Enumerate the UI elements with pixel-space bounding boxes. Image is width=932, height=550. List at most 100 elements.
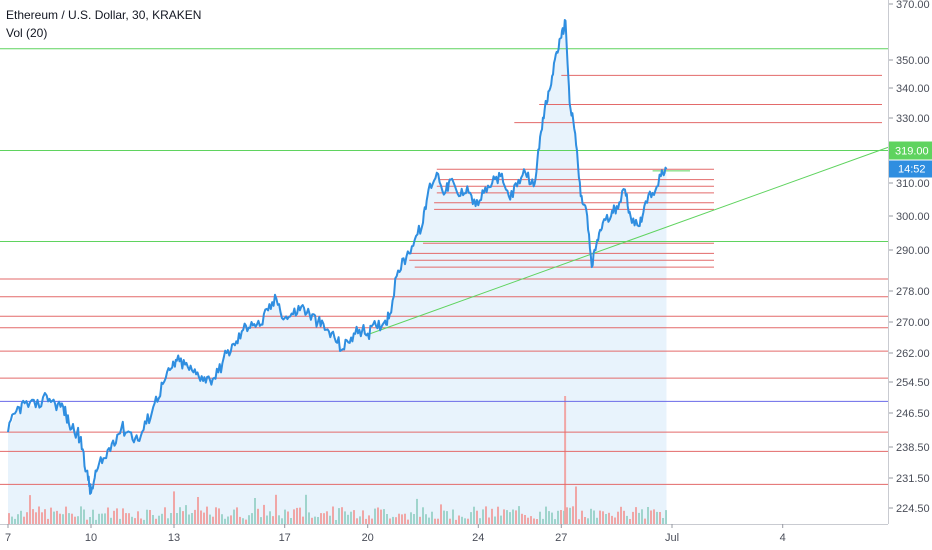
trend-line <box>370 146 889 335</box>
volume-bar <box>371 518 373 524</box>
symbol-title: Ethereum / U.S. Dollar, 30, KRAKEN <box>6 8 202 22</box>
price-tick-label: 350.00 <box>896 55 930 67</box>
volume-bar <box>653 509 655 524</box>
volume-bar <box>47 518 49 524</box>
volume-bar <box>293 509 295 524</box>
volume-bar <box>476 510 478 524</box>
volume-bar <box>626 515 628 524</box>
price-tick-label: 231.50 <box>896 473 930 485</box>
volume-bar <box>431 511 433 524</box>
volume-bar <box>119 518 121 524</box>
time-tick-label: 4 <box>780 532 786 544</box>
volume-bar <box>497 506 499 524</box>
volume-bar <box>233 509 235 524</box>
price-area-fill <box>8 20 667 525</box>
volume-bar <box>302 516 304 524</box>
volume-bar <box>266 515 268 524</box>
volume-bar <box>239 516 241 524</box>
volume-bar <box>482 509 484 524</box>
volume-bar <box>83 509 85 524</box>
volume-bar <box>98 513 100 524</box>
volume-bar <box>515 510 517 524</box>
time-tick-label: 17 <box>279 532 291 544</box>
price-tick-label: 238.50 <box>896 442 930 454</box>
volume-bar <box>95 519 97 524</box>
volume-bar <box>305 494 307 524</box>
volume-bar <box>659 512 661 524</box>
volume-bar <box>287 511 289 524</box>
volume-bar <box>452 509 454 524</box>
volume-bar <box>137 511 139 524</box>
volume-bar <box>593 510 595 524</box>
volume-bar <box>41 512 43 524</box>
volume-bar <box>557 510 559 524</box>
volume-bar <box>248 515 250 524</box>
volume-bar <box>578 519 580 524</box>
volume-bar <box>494 516 496 524</box>
price-tick-label: 224.50 <box>896 503 930 515</box>
volume-bar <box>275 494 277 524</box>
volume-bar <box>242 518 244 524</box>
volume-bar <box>251 513 253 524</box>
volume-bar <box>143 519 145 524</box>
volume-bar <box>374 508 376 524</box>
volume-bar <box>440 504 442 524</box>
volume-bar <box>548 511 550 524</box>
volume-bar <box>221 514 223 524</box>
volume-bar <box>14 518 16 524</box>
volume-bar <box>263 504 265 524</box>
time-tick-label: 7 <box>5 532 11 544</box>
volume-bar <box>155 518 157 524</box>
volume-bar <box>254 498 256 524</box>
volume-bar <box>272 516 274 524</box>
volume-bar <box>230 515 232 524</box>
volume-bar <box>152 515 154 524</box>
volume-bar <box>44 509 46 524</box>
volume-bar <box>296 507 298 524</box>
volume-bar <box>569 507 571 524</box>
volume-bar <box>470 512 472 524</box>
volume-bar <box>584 517 586 524</box>
price-tick-label: 330.00 <box>896 113 930 125</box>
volume-bar <box>530 516 532 524</box>
volume-bar <box>443 510 445 524</box>
volume-bar <box>32 509 34 524</box>
volume-bar <box>587 518 589 524</box>
volume-bar <box>341 507 343 524</box>
price-tick-label: 254.50 <box>896 377 930 389</box>
volume-bar <box>50 507 52 524</box>
volume-bar <box>623 510 625 524</box>
volume-bar <box>173 491 175 524</box>
volume-bar <box>104 513 106 524</box>
volume-bar <box>425 514 427 524</box>
volume-bar <box>314 516 316 524</box>
volume-bar <box>38 506 40 524</box>
volume-bar <box>74 516 76 524</box>
volume-bar <box>368 515 370 524</box>
volume-indicator-label[interactable]: Vol (20) <box>6 26 48 40</box>
volume-bar <box>209 514 211 524</box>
volume-bar <box>320 513 322 524</box>
time-tick-label: 10 <box>85 532 97 544</box>
volume-bar <box>551 512 553 524</box>
volume-bar <box>632 511 634 524</box>
volume-bar <box>329 515 331 524</box>
volume-bar <box>335 520 337 524</box>
time-tick-label: Jul <box>665 532 679 544</box>
chart-legend: Ethereum / U.S. Dollar, 30, KRAKEN Vol (… <box>6 6 201 42</box>
countdown-label: 14:52 <box>898 164 926 176</box>
volume-bar <box>590 508 592 524</box>
volume-bar <box>512 509 514 524</box>
volume-bar <box>359 516 361 524</box>
volume-bar <box>602 511 604 524</box>
volume-bar <box>170 513 172 524</box>
volume-bar <box>380 509 382 524</box>
volume-bar <box>347 514 349 524</box>
price-tick-label: 262.00 <box>896 348 930 360</box>
volume-bar <box>35 512 37 524</box>
volume-bar <box>179 507 181 524</box>
volume-bar <box>449 518 451 524</box>
volume-bar <box>503 509 505 524</box>
